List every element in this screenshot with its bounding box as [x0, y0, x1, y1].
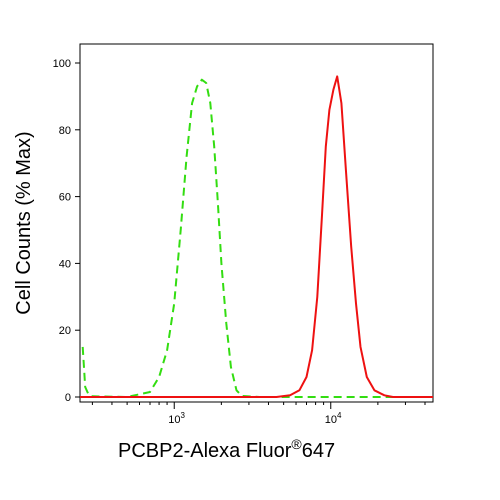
series-line-1 [81, 78, 433, 398]
plot-frame [79, 43, 434, 403]
x-axis-title-suffix: 647 [302, 440, 335, 462]
y-axis-ticks: 0 20 40 60 80 100 [53, 58, 80, 404]
y-tick-label: 60 [59, 192, 71, 204]
x-axis-title-main: PCBP2-Alexa Fluor [118, 440, 292, 462]
x-axis-ticks: 103 104 [91, 402, 426, 426]
y-tick-label: 0 [65, 392, 71, 404]
series-layer [80, 75, 433, 398]
x-tick-label: 103 [168, 411, 185, 426]
y-axis-title: Cell Counts (% Max) [13, 131, 35, 314]
x-axis-title-mark: ® [291, 436, 302, 452]
series-line-2 [80, 75, 433, 398]
x-axis-title: PCBP2-Alexa Fluor®647 [118, 436, 335, 462]
y-tick-label: 100 [53, 58, 71, 70]
y-tick-label: 80 [59, 125, 71, 137]
x-tick-label: 104 [325, 411, 342, 426]
y-tick-label: 40 [59, 258, 71, 270]
y-tick-label: 20 [59, 325, 71, 337]
